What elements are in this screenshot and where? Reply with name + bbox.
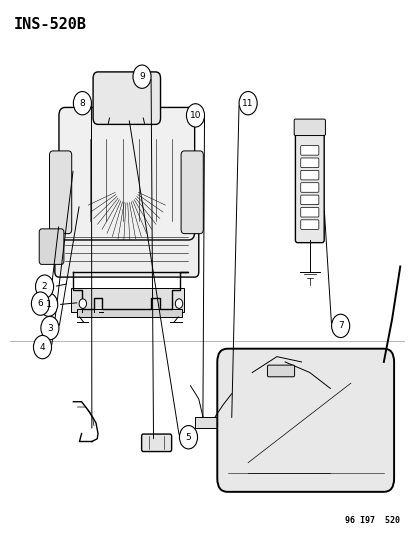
Bar [71, 288, 184, 312]
FancyBboxPatch shape [180, 151, 203, 233]
Circle shape [41, 317, 59, 340]
Circle shape [186, 104, 204, 127]
Text: 7: 7 [337, 321, 343, 330]
Circle shape [133, 65, 151, 88]
Circle shape [31, 292, 50, 316]
FancyBboxPatch shape [59, 108, 194, 240]
Text: 9: 9 [139, 72, 145, 81]
FancyBboxPatch shape [39, 229, 64, 264]
Circle shape [73, 92, 91, 115]
FancyBboxPatch shape [294, 119, 325, 135]
Text: 6: 6 [38, 299, 43, 308]
Text: 1: 1 [46, 300, 52, 309]
Text: 4: 4 [40, 343, 45, 352]
Text: 8: 8 [79, 99, 85, 108]
Text: INS-520B: INS-520B [14, 17, 86, 33]
FancyBboxPatch shape [267, 365, 294, 377]
Circle shape [238, 92, 256, 115]
FancyBboxPatch shape [93, 72, 160, 124]
Text: 2: 2 [42, 282, 47, 291]
Circle shape [179, 425, 197, 449]
FancyBboxPatch shape [141, 434, 171, 451]
FancyBboxPatch shape [300, 207, 318, 217]
FancyBboxPatch shape [300, 195, 318, 205]
Circle shape [331, 314, 349, 337]
FancyBboxPatch shape [300, 171, 318, 180]
FancyBboxPatch shape [300, 183, 318, 192]
FancyBboxPatch shape [295, 131, 323, 243]
FancyBboxPatch shape [217, 349, 393, 492]
Text: 96 I97  520: 96 I97 520 [344, 516, 399, 525]
FancyBboxPatch shape [300, 146, 318, 155]
Text: 3: 3 [47, 324, 53, 333]
Text: 11: 11 [242, 99, 253, 108]
FancyBboxPatch shape [300, 220, 318, 229]
Circle shape [79, 299, 86, 309]
FancyBboxPatch shape [50, 151, 71, 233]
FancyBboxPatch shape [55, 214, 198, 277]
Bar [194, 417, 223, 428]
Text: 5: 5 [185, 433, 191, 442]
Bar [77, 309, 182, 317]
Circle shape [33, 335, 52, 359]
Text: 10: 10 [189, 111, 201, 120]
Circle shape [175, 299, 182, 309]
Circle shape [36, 275, 54, 298]
Circle shape [40, 293, 57, 317]
FancyBboxPatch shape [300, 158, 318, 167]
